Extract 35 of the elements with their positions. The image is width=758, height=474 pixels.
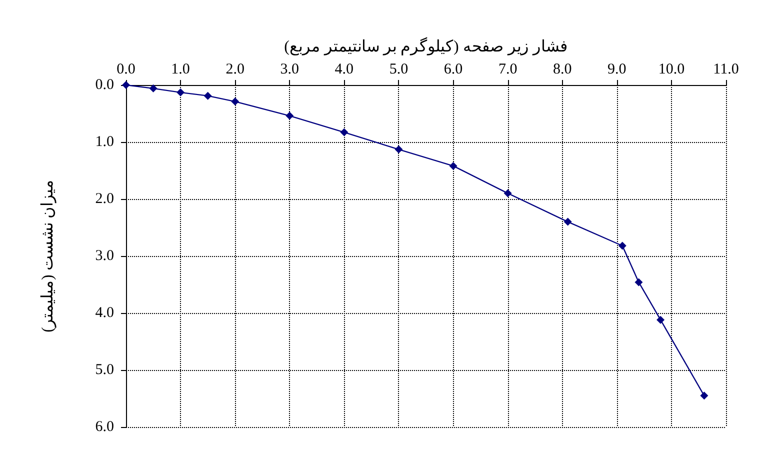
y-tick-label: 6.0 [95, 419, 114, 435]
y-tick-label: 1.0 [95, 134, 114, 150]
y-tick-label: 3.0 [95, 248, 114, 264]
y-tick-label: 4.0 [95, 305, 114, 321]
point [286, 112, 294, 120]
point [340, 128, 348, 136]
point [656, 316, 665, 324]
x-tick-label: 4.0 [334, 62, 354, 78]
x-tick-label: 9.0 [608, 62, 626, 78]
y-tick-label: 5.0 [95, 362, 114, 378]
y-tick-label: 2.0 [95, 191, 114, 207]
point [618, 242, 626, 250]
x-tick-label: 5.0 [389, 62, 408, 78]
x-tick-label: 0.0 [116, 62, 136, 78]
x-tick-label: 1.0 [171, 62, 190, 78]
point [176, 88, 185, 96]
point [394, 145, 403, 154]
x-tick-label: 2.0 [226, 62, 244, 78]
point [204, 92, 212, 100]
point [149, 84, 158, 92]
x-tick-label: 8.0 [552, 62, 572, 78]
point [564, 218, 572, 226]
x-tick-label: 3.0 [280, 62, 300, 78]
point [449, 162, 458, 170]
x-tick-label: 11.0 [713, 62, 739, 78]
x-tick-label: 7.0 [498, 62, 518, 78]
y-tick-label: 0.0 [95, 77, 114, 93]
x-tick-label: 6.0 [444, 62, 463, 78]
x-tick-label: 10.0 [658, 62, 685, 78]
point [504, 189, 512, 198]
point [700, 392, 708, 400]
x-axis-title: فشار زیر صفحه (کیلوگرم بر سانتیمتر مربع) [284, 36, 568, 56]
point [231, 98, 240, 106]
point [634, 278, 643, 286]
y-axis-title: میزان نشست (میلیمتر) [40, 180, 56, 332]
